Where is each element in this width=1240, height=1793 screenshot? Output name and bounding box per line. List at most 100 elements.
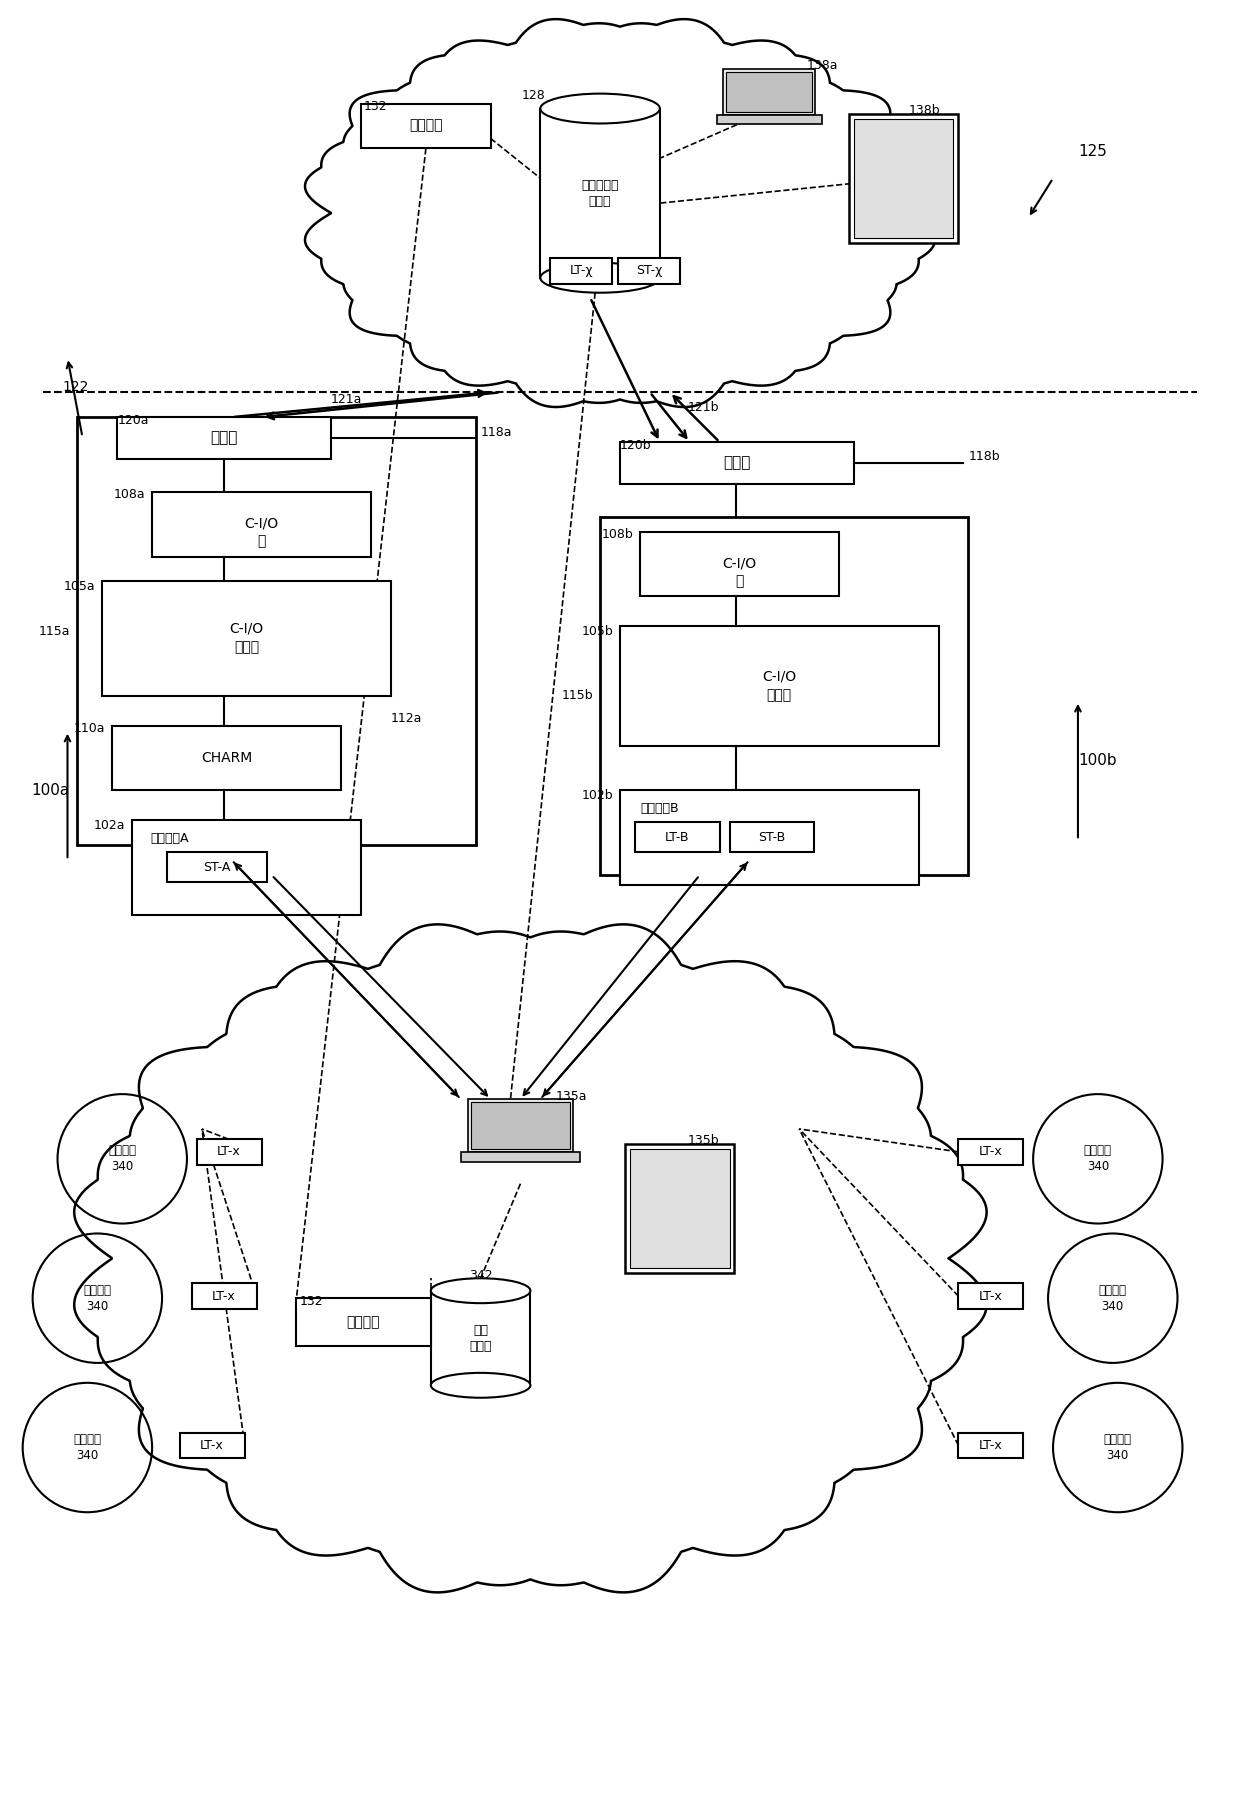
Text: 卡: 卡	[258, 534, 265, 549]
Text: 108a: 108a	[114, 488, 145, 502]
Text: 115b: 115b	[562, 689, 593, 703]
Text: C-I/O
终端块: C-I/O 终端块	[763, 671, 796, 703]
Text: 132: 132	[365, 100, 388, 113]
Bar	[153, 491, 371, 556]
Bar	[467, 1099, 573, 1151]
Bar	[625, 1144, 734, 1273]
Text: 卡: 卡	[735, 574, 744, 588]
Text: 120a: 120a	[118, 414, 149, 427]
Bar	[620, 443, 854, 484]
Text: 112a: 112a	[391, 712, 423, 726]
Text: 108b: 108b	[601, 529, 632, 541]
Text: 135b: 135b	[688, 1135, 719, 1148]
Text: 控制器: 控制器	[723, 455, 750, 470]
Bar	[717, 115, 822, 124]
Text: 配置应用
340: 配置应用 340	[1099, 1284, 1127, 1312]
Bar	[635, 823, 719, 852]
Text: 118a: 118a	[481, 425, 512, 439]
Text: 105b: 105b	[582, 624, 613, 638]
Text: 资产系统: 资产系统	[409, 118, 443, 133]
Bar	[113, 726, 341, 791]
Text: 配置应用
340: 配置应用 340	[83, 1284, 112, 1312]
Text: 128: 128	[522, 90, 546, 102]
Text: 120b: 120b	[620, 439, 652, 452]
Bar	[167, 852, 267, 882]
Text: C-I/O
终端块: C-I/O 终端块	[229, 622, 264, 654]
Ellipse shape	[430, 1278, 531, 1304]
Bar	[959, 1139, 1023, 1165]
Polygon shape	[74, 925, 987, 1592]
Text: ST-B: ST-B	[758, 830, 785, 845]
Bar	[620, 791, 919, 886]
Text: LT-x: LT-x	[200, 1440, 223, 1452]
Text: CHARM: CHARM	[201, 751, 253, 764]
Text: 105a: 105a	[63, 579, 95, 593]
Text: 现场设备A: 现场设备A	[150, 832, 188, 845]
Bar	[296, 1298, 430, 1347]
Text: ST-A: ST-A	[203, 861, 231, 873]
Text: 配置应用
340: 配置应用 340	[108, 1144, 136, 1173]
Ellipse shape	[541, 264, 660, 292]
Text: LT-x: LT-x	[212, 1289, 236, 1304]
Text: 102b: 102b	[582, 789, 613, 801]
Text: 125: 125	[1078, 143, 1107, 160]
Ellipse shape	[541, 93, 660, 124]
Text: 138a: 138a	[807, 59, 838, 72]
Bar	[180, 1433, 244, 1458]
Text: C-I/O: C-I/O	[244, 516, 279, 531]
Bar	[541, 109, 660, 278]
Text: 控制器: 控制器	[210, 430, 238, 446]
Text: C-I/O: C-I/O	[723, 556, 756, 570]
Text: LT-x: LT-x	[978, 1146, 1002, 1158]
Bar	[133, 821, 361, 914]
Bar	[620, 626, 939, 746]
Text: 集中式数据
储存器: 集中式数据 储存器	[582, 179, 619, 208]
Text: 121a: 121a	[331, 393, 362, 405]
Text: 100b: 100b	[1079, 753, 1117, 767]
Ellipse shape	[430, 1373, 531, 1399]
Text: LT-B: LT-B	[665, 830, 689, 845]
Text: 342: 342	[469, 1269, 492, 1282]
Text: 115a: 115a	[38, 624, 71, 638]
Text: 现场设备B: 现场设备B	[640, 801, 678, 814]
Bar	[640, 533, 839, 597]
Text: LT-x: LT-x	[217, 1146, 241, 1158]
Text: 122: 122	[62, 380, 89, 394]
Text: 135a: 135a	[556, 1090, 587, 1103]
Text: 102a: 102a	[94, 819, 125, 832]
Bar	[551, 258, 613, 283]
Text: 121b: 121b	[688, 400, 719, 414]
Bar	[618, 258, 680, 283]
Text: 配置应用
340: 配置应用 340	[1104, 1433, 1132, 1461]
Bar	[361, 104, 491, 149]
Text: 118b: 118b	[968, 450, 999, 463]
Bar	[959, 1433, 1023, 1458]
Text: 132: 132	[299, 1295, 324, 1307]
Bar	[430, 1291, 531, 1386]
Bar	[461, 1151, 580, 1162]
Bar	[103, 581, 391, 696]
Bar	[77, 418, 476, 845]
Text: LT-χ: LT-χ	[569, 264, 593, 278]
Text: 数据
储存器: 数据 储存器	[470, 1323, 492, 1352]
Text: 138b: 138b	[909, 104, 940, 117]
Bar	[118, 418, 331, 459]
Bar	[849, 113, 959, 242]
Bar	[197, 1139, 262, 1165]
Bar	[959, 1284, 1023, 1309]
Text: 资产系统: 资产系统	[346, 1314, 379, 1329]
Bar	[723, 68, 816, 115]
Bar	[727, 72, 812, 111]
Text: ST-χ: ST-χ	[636, 264, 662, 278]
Text: 配置应用
340: 配置应用 340	[73, 1433, 102, 1461]
Text: 100a: 100a	[31, 784, 69, 798]
Bar	[729, 823, 815, 852]
Bar	[630, 1149, 729, 1268]
Polygon shape	[305, 20, 935, 407]
Text: LT-x: LT-x	[978, 1289, 1002, 1304]
Bar	[854, 118, 954, 238]
Text: 110a: 110a	[74, 723, 105, 735]
Text: 配置应用
340: 配置应用 340	[1084, 1144, 1112, 1173]
Bar	[471, 1103, 570, 1149]
Bar	[192, 1284, 257, 1309]
